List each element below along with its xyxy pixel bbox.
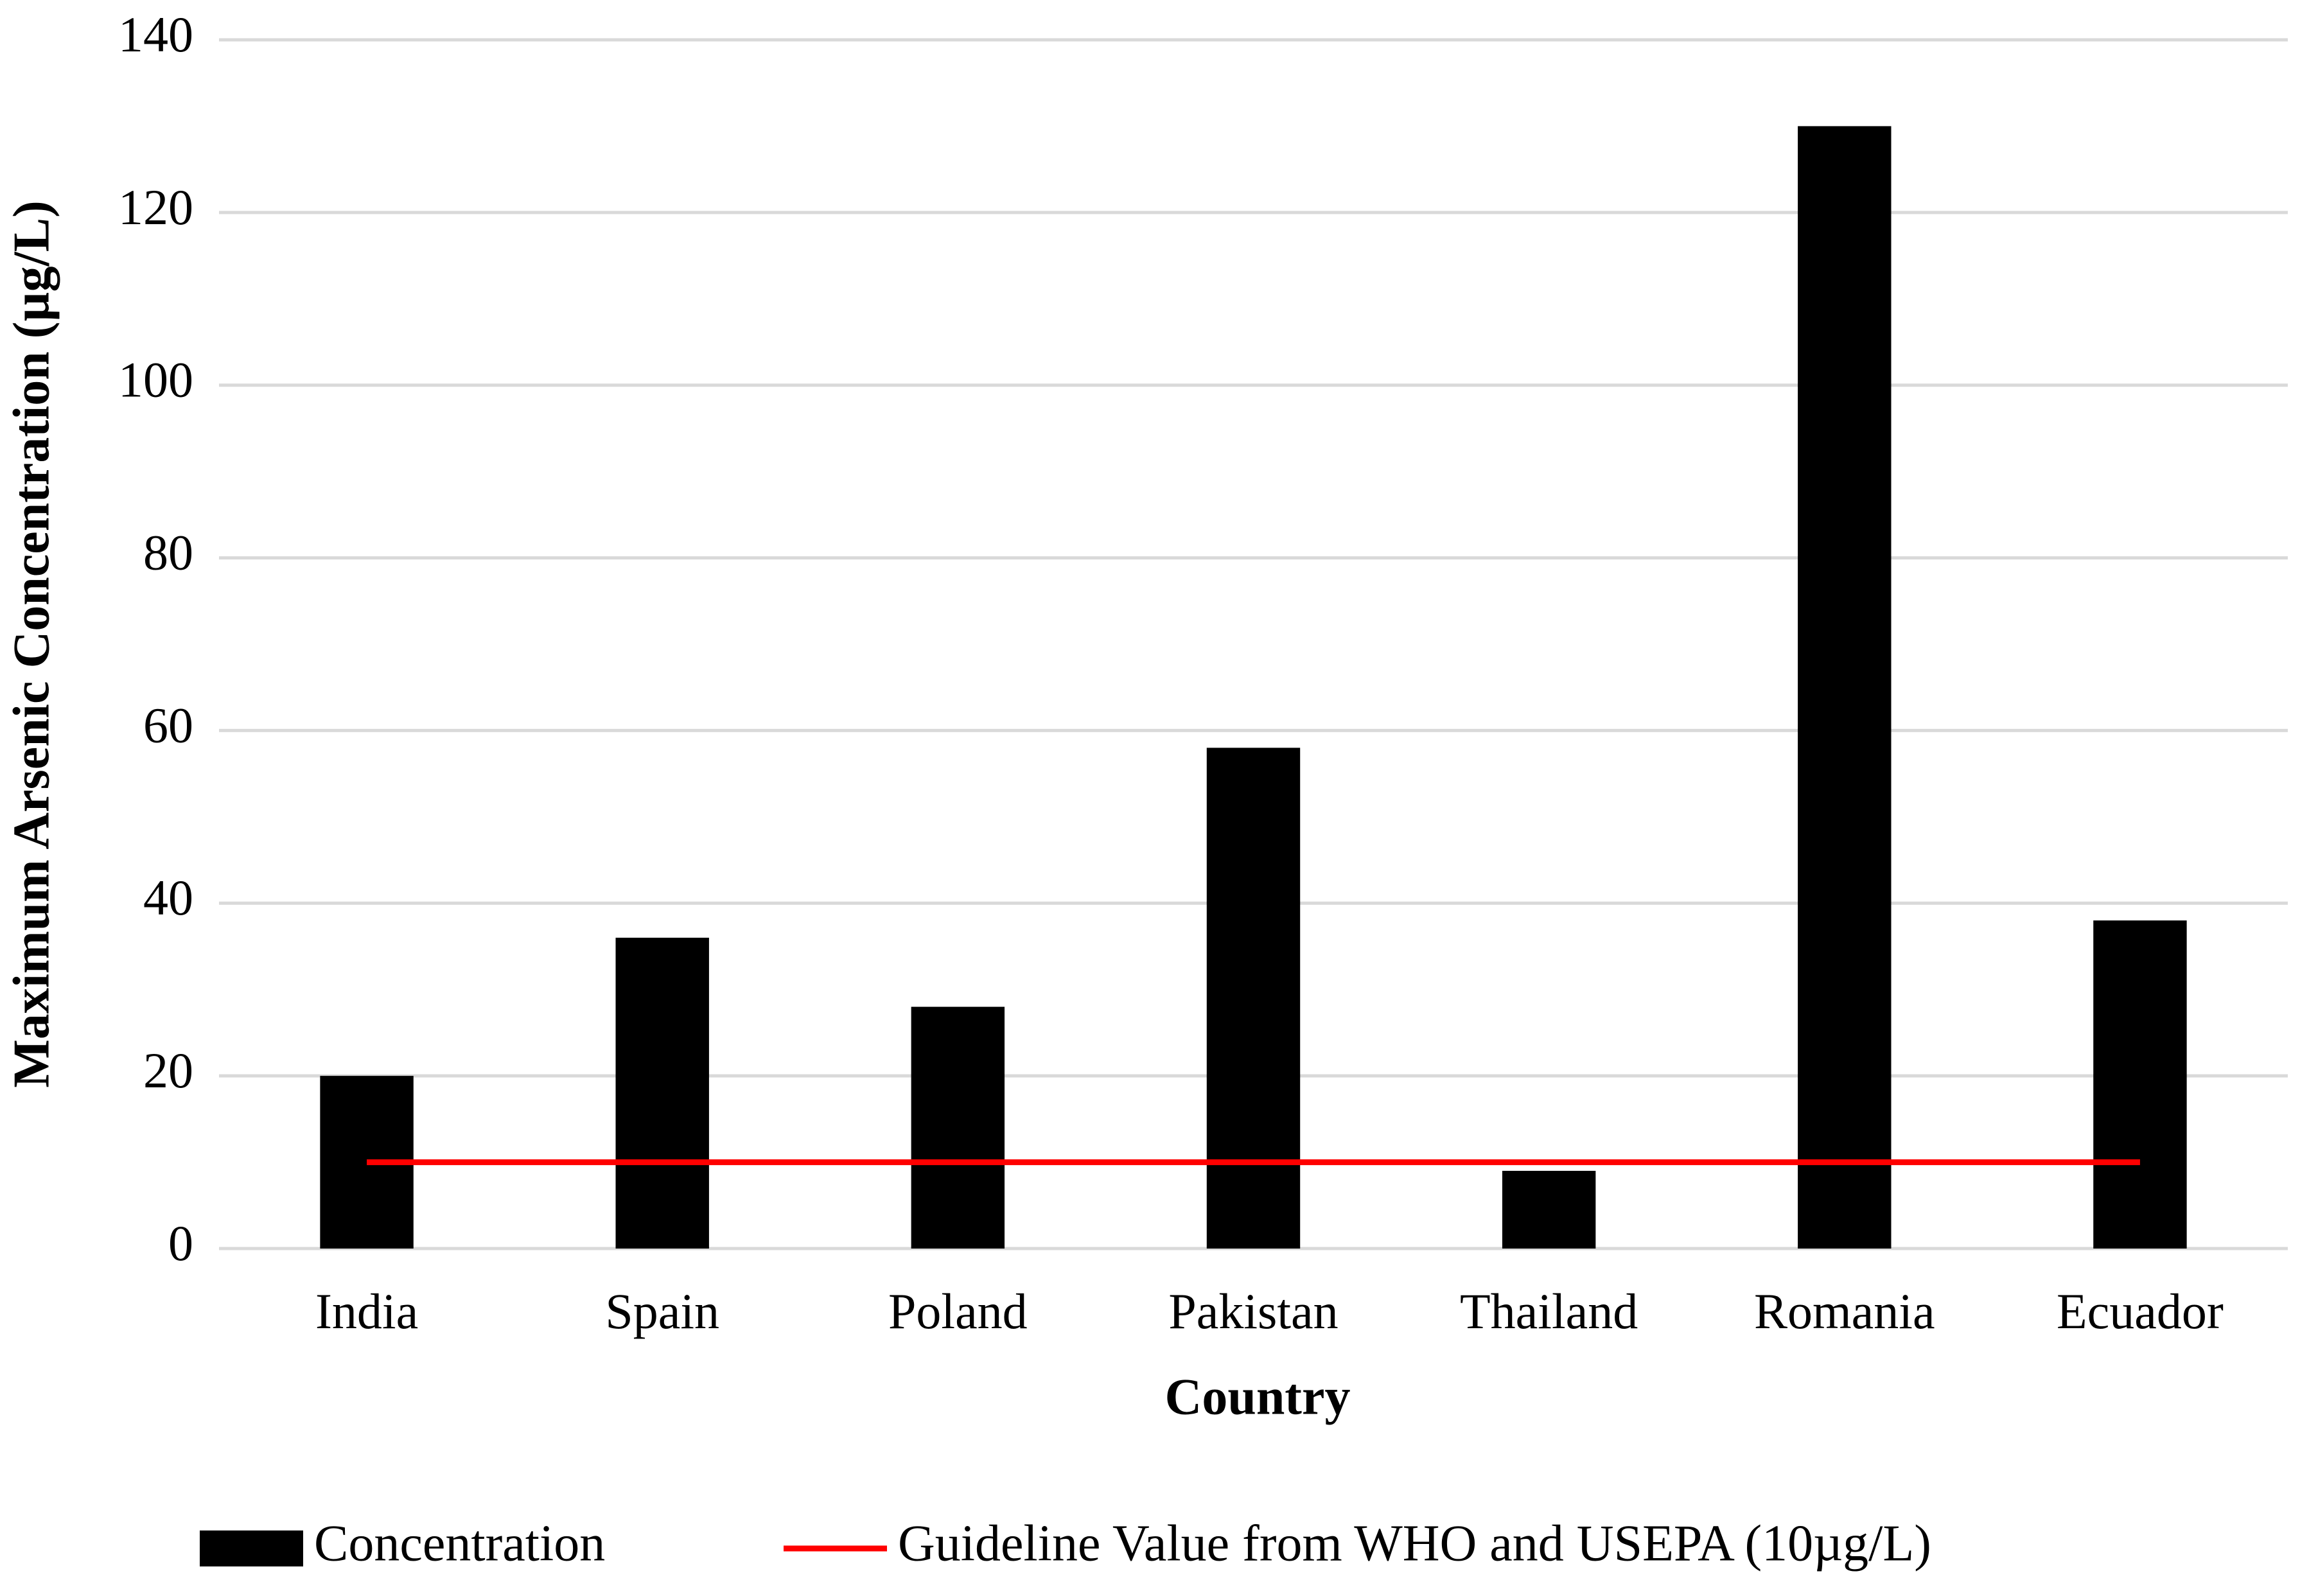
x-axis-title: Country (1165, 1369, 1351, 1425)
x-tick-label: Ecuador (2057, 1283, 2224, 1339)
legend-swatch (200, 1530, 303, 1566)
x-tick-label: India (315, 1283, 418, 1339)
y-tick-label: 120 (118, 179, 193, 235)
bar (1502, 1171, 1596, 1249)
y-tick-label: 80 (143, 524, 193, 580)
y-tick-label: 140 (118, 6, 193, 62)
x-tick-label: Poland (888, 1283, 1028, 1339)
legend-label: Guideline Value from WHO and USEPA (10µg… (898, 1515, 1931, 1572)
x-tick-label: Pakistan (1168, 1283, 1338, 1339)
y-tick-label: 0 (168, 1215, 193, 1271)
y-tick-label: 40 (143, 870, 193, 925)
bar (911, 1006, 1005, 1249)
x-tick-label: Romania (1754, 1283, 1935, 1339)
x-tick-label: Spain (605, 1283, 719, 1339)
bar (1206, 748, 1301, 1249)
x-tick-label: Thailand (1460, 1283, 1638, 1339)
y-tick-label: 100 (118, 352, 193, 408)
legend-label: Concentration (314, 1515, 605, 1572)
bar (1798, 126, 1892, 1249)
y-tick-label: 20 (143, 1042, 193, 1098)
bar (615, 938, 709, 1249)
y-axis-title: Maximum Arsenic Concentration (µg/L) (3, 200, 60, 1087)
bar (2093, 920, 2187, 1249)
y-tick-label: 60 (143, 697, 193, 753)
